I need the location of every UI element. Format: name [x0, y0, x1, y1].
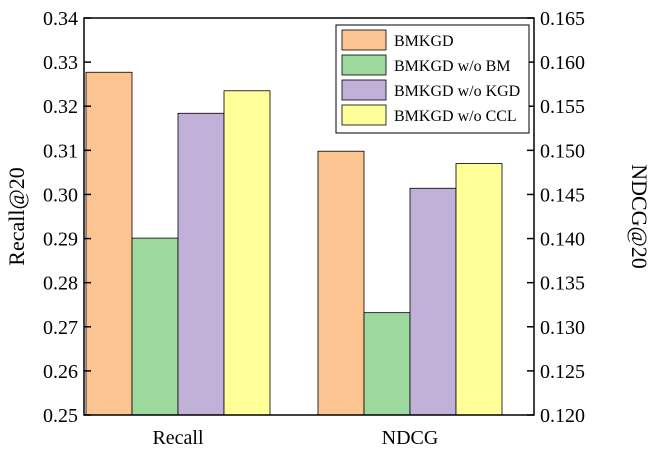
bar-recall-2 [177, 112, 225, 416]
plot-frame [83, 17, 535, 416]
right-tick-label: 0.160 [540, 52, 585, 74]
x-category-label: Recall [152, 427, 204, 449]
right-tick-label: 0.155 [540, 96, 585, 118]
right-tick-label: 0.135 [540, 273, 585, 295]
left-tick-label: 0.31 [43, 140, 78, 162]
legend-swatch [341, 54, 387, 76]
left-tick-label: 0.26 [43, 361, 78, 383]
left-tick-label: 0.27 [43, 317, 78, 339]
right-tick-label: 0.120 [540, 405, 585, 427]
left-tick-label: 0.33 [43, 52, 78, 74]
legend: BMKGD BMKGD w/o BM BMKGD w/o KGD BMKGD w/o … [335, 24, 530, 134]
right-tick-label: 0.145 [540, 184, 585, 206]
legend-label: BMKGD w/o CCL [394, 108, 517, 125]
left-axis: 0.25 0.26 0.27 0.28 0.29 0.30 0.31 0.32 0.33 0.34 [43, 8, 91, 427]
bar-recall-1 [131, 237, 179, 416]
bars-group [85, 71, 503, 416]
left-tick-label: 0.28 [43, 273, 78, 295]
left-tick-label: 0.25 [43, 405, 78, 427]
x-axis: Recall NDCG [152, 427, 438, 449]
bar-ndcg-1 [363, 312, 411, 416]
right-tick-label: 0.150 [540, 140, 585, 162]
legend-swatch [341, 29, 387, 51]
bar-ndcg-3 [455, 163, 503, 416]
left-tick-label: 0.30 [43, 184, 78, 206]
right-tick-label: 0.140 [540, 229, 585, 251]
right-tick-label: 0.130 [540, 317, 585, 339]
right-tick-label: 0.125 [540, 361, 585, 383]
legend-label: BMKGD w/o BM [394, 58, 510, 75]
right-axis-title: NDCG@20 [627, 164, 650, 269]
left-tick-label: 0.32 [43, 96, 78, 118]
bar-ndcg-2 [409, 187, 457, 416]
left-tick-label: 0.34 [43, 8, 78, 30]
left-tick-label: 0.29 [43, 229, 78, 251]
bar-ndcg-0 [317, 150, 365, 416]
legend-swatch [341, 104, 387, 126]
legend-swatch [341, 79, 387, 101]
left-axis-title: Recall@20 [4, 167, 29, 265]
legend-label: BMKGD w/o KGD [394, 83, 520, 100]
bar-recall-0 [85, 71, 133, 416]
bar-recall-3 [223, 90, 271, 416]
x-category-label: NDCG [382, 427, 439, 449]
right-tick-label: 0.165 [540, 8, 585, 30]
right-axis: 0.120 0.125 0.130 0.135 0.140 0.145 0.150 0.155… [527, 8, 585, 427]
legend-label: BMKGD [394, 33, 454, 50]
